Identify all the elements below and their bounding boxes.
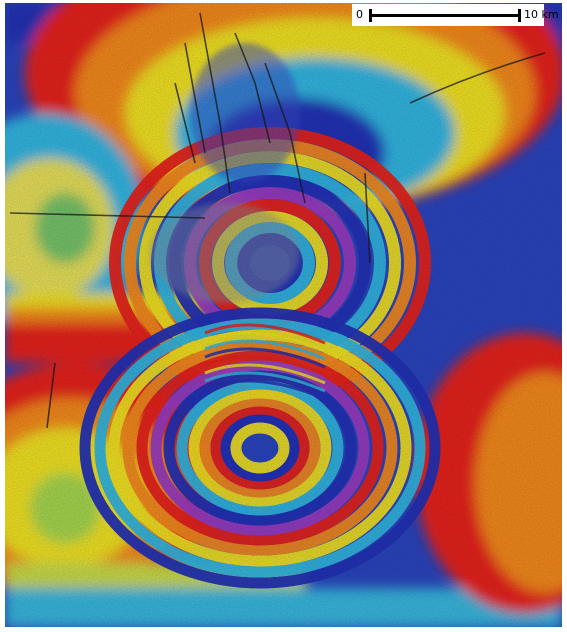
scale-bar-end-label: 10 km [524,7,559,23]
scale-bar: 0 10 km [352,4,559,26]
scale-bar-unit: km [541,8,559,21]
interferogram-image [5,3,562,627]
grain-overlay [5,3,562,627]
scale-bar-line [369,14,521,17]
scale-bar-start-label: 0 [356,8,363,21]
scale-bar-end-value: 10 [524,8,538,21]
scale-bar-right-tick [518,9,521,22]
